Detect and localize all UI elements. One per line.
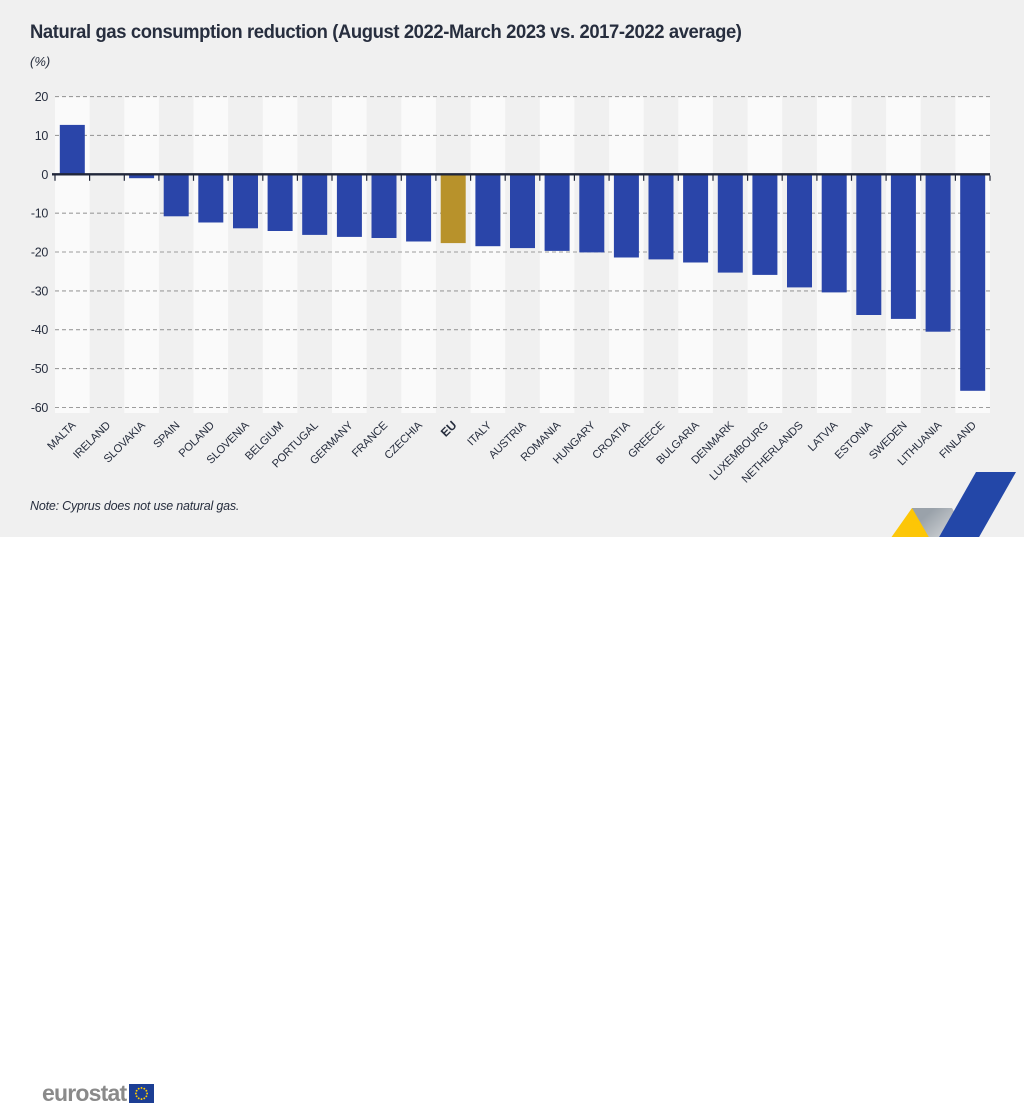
bar-hungary[interactable] (579, 174, 605, 253)
bar-czechia[interactable] (406, 174, 432, 242)
x-axis-label-spain: SPAIN (151, 420, 182, 451)
column-stripe (332, 96, 367, 413)
bar-finland[interactable] (960, 174, 986, 391)
bar-belgium[interactable] (267, 174, 293, 231)
column-stripe (539, 96, 575, 413)
y-axis-label: 20 (35, 90, 49, 104)
column-stripe (470, 96, 506, 413)
y-axis-label: 0 (41, 168, 48, 182)
bar-sweden[interactable] (890, 174, 916, 319)
bar-greece[interactable] (648, 174, 674, 260)
eu-flag-icon (129, 1083, 155, 1103)
y-axis-label: -10 (31, 207, 49, 221)
bar-france[interactable] (371, 174, 397, 238)
bar-malta[interactable] (59, 124, 85, 175)
bar-eu[interactable] (440, 174, 466, 244)
chart-card (0, 0, 1024, 537)
column-stripe (401, 96, 436, 413)
bar-chart: 20100-10-20-30-40-50-60MALTAIRELANDSLOVA… (31, 90, 991, 486)
bar-estonia[interactable] (856, 174, 882, 315)
x-axis-label-finland: FINLAND (937, 420, 978, 461)
chart-title: Natural gas consumption reduction (Augus… (30, 22, 742, 43)
bar-romania[interactable] (544, 174, 570, 251)
chart-unit-label: (%) (30, 54, 51, 69)
bar-portugal[interactable] (302, 174, 328, 235)
column-stripe (124, 96, 159, 413)
bar-latvia[interactable] (821, 174, 847, 293)
bar-poland[interactable] (198, 174, 224, 223)
bar-denmark[interactable] (717, 174, 743, 273)
bar-netherlands[interactable] (787, 174, 812, 288)
x-axis-label-latvia: LATVIA (806, 419, 841, 454)
eurostat-logo-text: eurostat (42, 1079, 127, 1106)
column-stripe (193, 96, 229, 413)
y-axis-label: -40 (31, 323, 49, 337)
bar-germany[interactable] (336, 174, 362, 237)
bar-croatia[interactable] (613, 174, 639, 258)
y-axis-label: -30 (31, 284, 49, 298)
y-axis-label: -60 (31, 401, 49, 415)
chart-note: Note: Cyprus does not use natural gas. (30, 499, 240, 513)
bar-luxembourg[interactable] (752, 174, 778, 275)
x-axis-label-italy: ITALY (465, 419, 494, 448)
x-axis-label-croatia: CROATIA (590, 419, 633, 462)
eurostat-logo: eurostat (42, 1079, 155, 1106)
bar-slovakia[interactable] (129, 174, 155, 179)
x-axis-label-czechia: CZECHIA (382, 419, 425, 462)
bar-slovenia[interactable] (233, 174, 258, 229)
bar-spain[interactable] (163, 174, 189, 217)
y-axis-label: 10 (35, 129, 49, 143)
bar-austria[interactable] (510, 174, 535, 249)
bar-bulgaria[interactable] (683, 174, 709, 263)
bar-lithuania[interactable] (925, 174, 951, 332)
x-axis-label-netherlands: NETHERLANDS (740, 420, 806, 486)
column-stripe (262, 96, 298, 413)
x-axis-label-malta: MALTA (45, 419, 78, 452)
y-axis-label: -20 (31, 246, 49, 260)
footer: eurostat (0, 537, 1024, 1104)
bar-italy[interactable] (475, 174, 501, 247)
x-axis-label-eu: EU (438, 418, 459, 439)
y-axis-label: -50 (31, 362, 49, 376)
